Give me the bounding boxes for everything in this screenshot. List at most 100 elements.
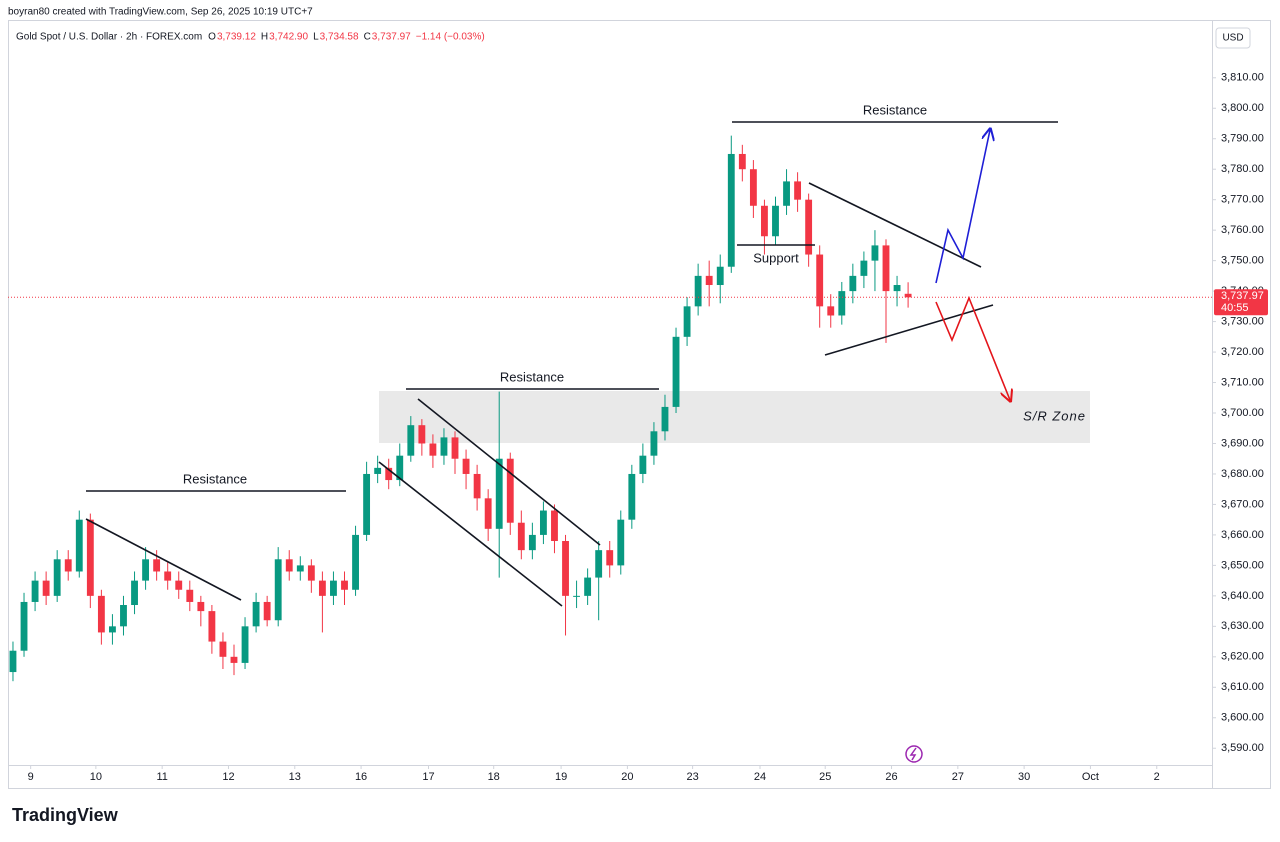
candle-body <box>838 291 846 316</box>
candle-body <box>794 181 802 200</box>
candle-body <box>307 565 315 581</box>
candle-body <box>749 169 757 206</box>
candle-body <box>429 443 437 456</box>
y-tick-label: 3,760.00 <box>1221 224 1264 236</box>
annotation: Resistance <box>500 369 564 384</box>
candle-body <box>772 205 779 237</box>
candle-body <box>153 559 161 572</box>
candle-body <box>805 199 813 255</box>
bear-arrow <box>935 295 1010 400</box>
candle-body <box>738 153 746 170</box>
legend-title: Gold Spot / U.S. Dollar · 2h · FOREX.com <box>16 32 202 43</box>
candle-body <box>484 498 492 529</box>
x-tick-label: 16 <box>355 771 367 783</box>
y-tick-label: 3,720.00 <box>1221 346 1264 358</box>
y-tick-label: 3,700.00 <box>1221 407 1264 419</box>
candle-body <box>584 577 592 596</box>
candle-body <box>263 601 271 621</box>
candle-body <box>595 550 603 578</box>
legend-key: H <box>261 32 268 43</box>
x-tick-label: 24 <box>754 771 766 783</box>
trend-line <box>85 518 242 601</box>
candle-body <box>374 467 382 474</box>
candle-body <box>473 473 481 499</box>
legend-change: −1.14 (−0.03%) <box>416 32 485 43</box>
y-tick-label: 3,670.00 <box>1221 498 1264 510</box>
candle-body <box>462 458 470 474</box>
candle-body <box>904 293 912 298</box>
drawings <box>85 121 1058 607</box>
candle-body <box>816 254 824 307</box>
pane-border <box>8 20 1271 789</box>
annotation: S/R Zone <box>1023 408 1086 423</box>
candle-body <box>506 458 514 523</box>
x-tick-label: 2 <box>1154 771 1160 783</box>
candle-body <box>97 595 105 633</box>
triangle-line <box>824 304 994 356</box>
currency-box <box>1215 27 1251 49</box>
legend-key: C <box>364 32 371 43</box>
candle-body <box>407 425 415 456</box>
annotation: Resistance <box>183 471 247 486</box>
y-tick-label: 3,620.00 <box>1221 651 1264 663</box>
candle-body <box>639 455 647 474</box>
y-tick-label: 3,800.00 <box>1221 102 1264 114</box>
x-tick-label: 30 <box>1018 771 1030 783</box>
candle-body <box>318 580 326 596</box>
candle-body <box>672 336 680 407</box>
candle-body <box>628 473 636 520</box>
y-tick-label: 3,630.00 <box>1221 620 1264 632</box>
candle-body <box>440 437 448 456</box>
y-tick-label: 3,780.00 <box>1221 163 1264 175</box>
candle-body <box>606 550 614 566</box>
candle-body <box>330 580 337 596</box>
candle-body <box>451 437 459 459</box>
candle-body <box>761 205 768 237</box>
candle-body <box>495 458 503 529</box>
y-tick-label: 3,590.00 <box>1221 742 1264 754</box>
x-tick-label: 13 <box>289 771 301 783</box>
y-tick-label: 3,640.00 <box>1221 590 1264 602</box>
candle-body <box>893 285 901 292</box>
candle-body <box>617 519 625 566</box>
candle-body <box>860 260 868 276</box>
last-price-box <box>1214 289 1268 316</box>
candle-body <box>230 656 238 663</box>
candle-body <box>551 510 558 542</box>
event-icon[interactable] <box>905 745 923 763</box>
candle-body <box>528 534 536 551</box>
candle-body <box>75 519 83 572</box>
candle-body <box>539 510 547 535</box>
y-tick-label: 3,730.00 <box>1221 315 1264 327</box>
credit: boyran80 created with TradingView.com, S… <box>8 7 313 18</box>
triangle-line <box>808 182 982 268</box>
candle-body <box>42 580 50 596</box>
candle-body <box>661 406 669 432</box>
y-tick-label: 3,650.00 <box>1221 559 1264 571</box>
sr-zone <box>379 391 1090 443</box>
y-tick-label: 3,750.00 <box>1221 255 1264 267</box>
legend-value: 3,742.90 <box>269 32 308 43</box>
candle-body <box>31 580 39 602</box>
candle-body <box>274 559 282 621</box>
candle-body <box>142 559 150 581</box>
candle-body <box>219 641 227 657</box>
candle-body <box>197 601 205 612</box>
candle-body <box>352 534 359 590</box>
annotation: Resistance <box>863 102 927 117</box>
x-tick-label: 27 <box>952 771 964 783</box>
currency: USD <box>1222 33 1243 44</box>
y-tick-label: 3,660.00 <box>1221 529 1264 541</box>
candle-body <box>175 580 183 590</box>
candle-body <box>562 541 569 596</box>
candle-body <box>186 589 194 602</box>
x-tick-label: 19 <box>555 771 567 783</box>
candle-body <box>296 565 304 572</box>
y-tick-label: 3,710.00 <box>1221 376 1264 388</box>
x-tick-label: 26 <box>885 771 897 783</box>
legend-value: 3,739.12 <box>217 32 256 43</box>
candle-body <box>385 467 393 481</box>
candle-body <box>120 605 127 627</box>
